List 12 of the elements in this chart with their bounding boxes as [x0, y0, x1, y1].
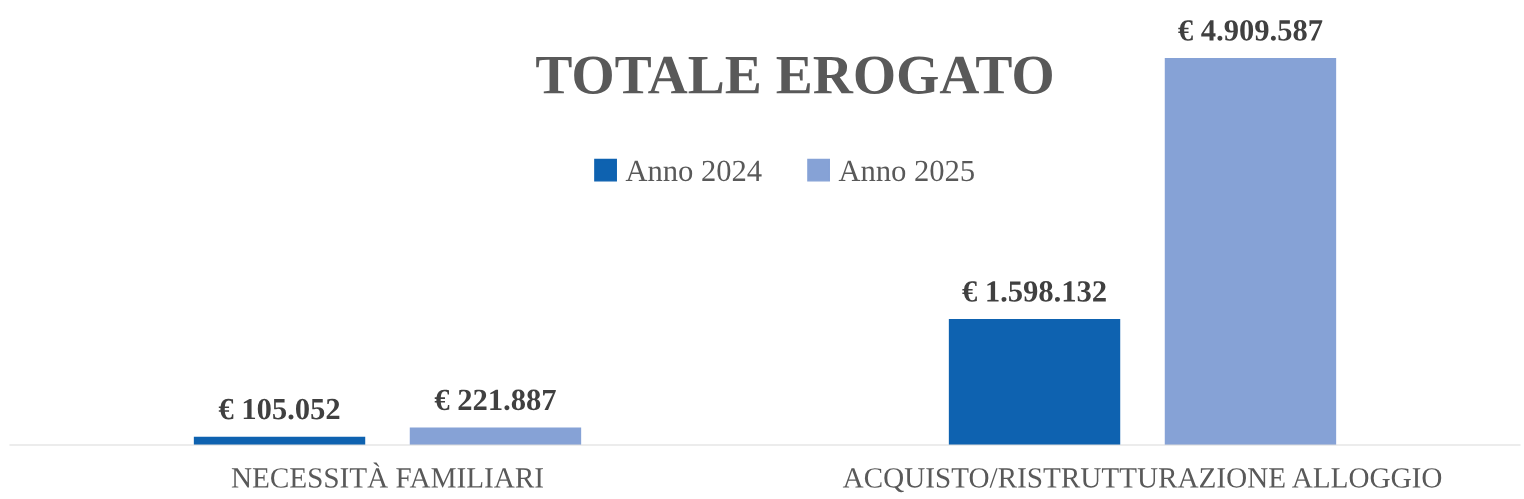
data-label: € 105.052 [218, 398, 340, 420]
chart-title: TOTALE EROGATO [536, 56, 1052, 94]
x-tick-label: ACQUISTO/RISTRUTTURAZIONE ALLOGGIO [842, 468, 1442, 493]
bar [409, 427, 582, 445]
x-tick-label: NECESSITÀ FAMILIARI [231, 462, 543, 488]
data-label: € 4.909.587 [1178, 20, 1323, 41]
data-label: € 221.887 [434, 389, 556, 411]
bar [948, 319, 1121, 445]
bar [1164, 58, 1337, 445]
data-label: € 1.598.132 [962, 281, 1106, 302]
legend-label: Anno 2024 [625, 160, 762, 182]
legend-label: Anno 2025 [838, 160, 974, 182]
